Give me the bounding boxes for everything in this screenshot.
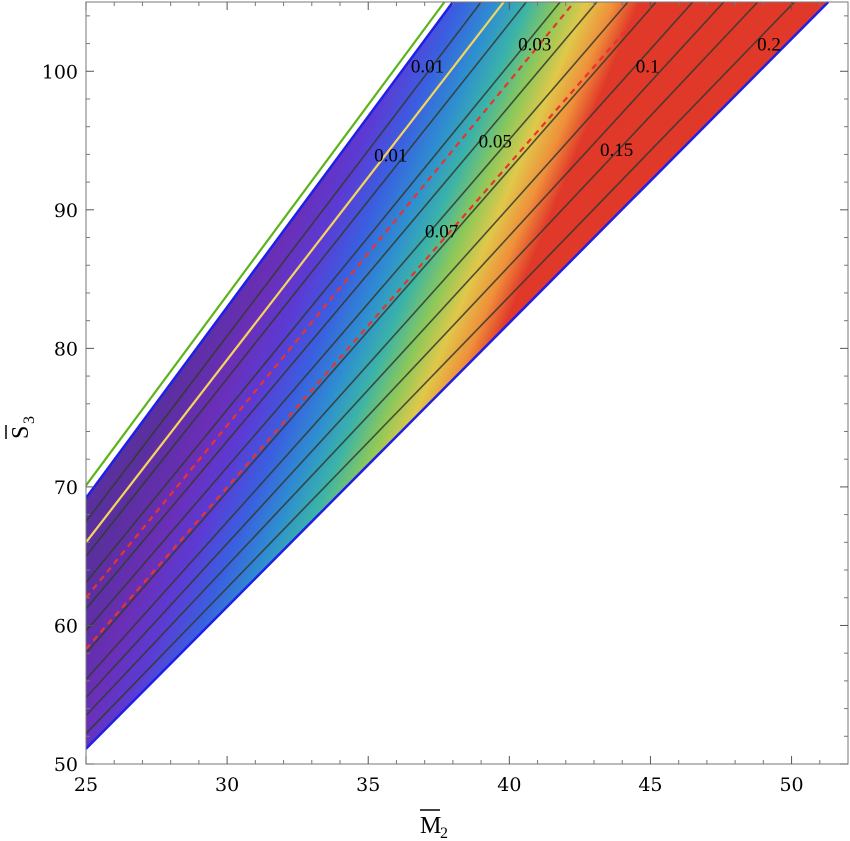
y-tick-label: 70 — [54, 477, 78, 499]
red-dashed-2-line — [86, 1, 652, 650]
x-tick-label: 30 — [215, 774, 239, 796]
contour-labels: 0.01 0.01 0.03 0.05 0.07 0.1 0.15 0.2 — [374, 34, 781, 242]
contour-label: 0.01 — [374, 145, 407, 166]
contour-line — [86, 1, 629, 632]
y-axis-title-sub: 3 — [21, 416, 38, 424]
y-tick-label: 60 — [54, 615, 78, 637]
x-axis-title: M 2 — [420, 809, 448, 841]
contour-label: 0.15 — [600, 140, 633, 161]
upper-boundary-line — [86, 1, 454, 499]
contour-line — [86, 1, 694, 681]
y-axis-title: S 3 — [5, 416, 38, 439]
contour-line — [86, 1, 527, 557]
contour-line — [86, 1, 795, 735]
lower-boundary-line — [86, 1, 830, 750]
red-dashed-1-line — [86, 1, 576, 599]
y-tick-label: 80 — [54, 338, 78, 360]
contour-line — [86, 1, 657, 654]
contour-lines — [86, 1, 795, 735]
x-tick-label: 40 — [497, 774, 521, 796]
contour-label: 0.03 — [518, 34, 551, 55]
contour-line — [86, 1, 759, 717]
x-tick-label: 45 — [638, 774, 662, 796]
y-tick-label: 100 — [42, 61, 78, 83]
x-tick-label: 50 — [779, 774, 803, 796]
contour-label: 0.01 — [411, 57, 444, 78]
x-tick-label: 35 — [356, 774, 380, 796]
contour-label: 0.05 — [479, 131, 512, 152]
reference-lines — [86, 1, 830, 750]
plot-frame — [85, 1, 849, 765]
y-tick-label: 50 — [54, 754, 78, 776]
contour-label: 0.07 — [425, 222, 458, 243]
green-line — [86, 1, 446, 487]
x-axis-title-main: M — [420, 813, 441, 839]
yellow-line — [86, 1, 505, 544]
x-tick-label: 25 — [74, 774, 98, 796]
contour-label: 0.1 — [636, 57, 660, 78]
contour-line — [86, 1, 725, 699]
contour-line — [86, 1, 482, 523]
axis-ticks: 25 30 35 40 45 50 50 60 70 80 90 100 — [42, 2, 849, 796]
x-axis-title-sub: 2 — [440, 825, 448, 841]
contour-line — [86, 1, 598, 610]
contour-label: 0.2 — [757, 34, 781, 55]
y-tick-label: 90 — [54, 200, 78, 222]
y-axis-title-main: S — [8, 426, 34, 439]
contour-line — [86, 1, 561, 584]
